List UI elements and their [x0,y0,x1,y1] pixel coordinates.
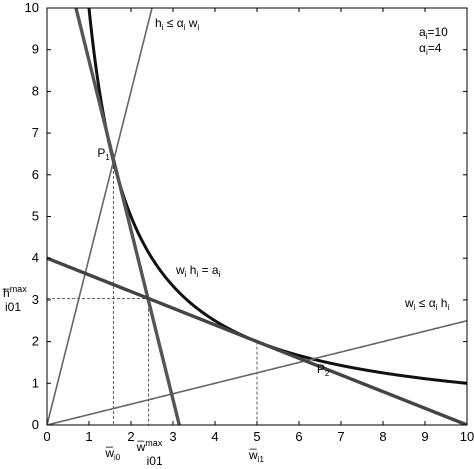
x-tick-label: 2 [127,429,134,444]
series-line-0 [87,8,467,385]
y-tick-label: 4 [32,250,39,265]
w-max-label: w̅max [136,438,163,454]
param-alpha-label: αi=4 [419,41,442,57]
y-tick-label: 9 [32,42,39,57]
x-tick-label: 3 [169,429,176,444]
series-line-3 [74,8,181,425]
series-line-2 [47,319,467,425]
x-tick-label: 9 [421,429,428,444]
y-tick-label: 6 [32,167,39,182]
h-max-label: h̅max [2,284,27,300]
x-tick-label: 5 [253,429,260,444]
y-tick-label: 8 [32,83,39,98]
upper-constraint-label: hi ≤ αi wi [155,16,199,32]
point-label-1: P2 [317,362,330,378]
series-line-4 [47,256,467,425]
x-tick-label: 0 [43,429,50,444]
x-tick-label: 4 [211,429,218,444]
y-tick-label: 5 [32,209,39,224]
x-tick-label: 6 [295,429,302,444]
x-tick-label: 8 [379,429,386,444]
x-tick-label: 10 [460,429,474,444]
w-i0-label: w̅i0 [104,446,120,462]
y-tick-label: 2 [32,334,39,349]
plot-area [47,8,467,425]
point-label-0: P1 [97,146,110,162]
x-tick-label: 7 [337,429,344,444]
y-tick-label: 7 [32,125,39,140]
y-tick-label: 10 [25,0,39,15]
curve-label: wi hi = ai [175,263,221,279]
y-tick-label: 0 [32,417,39,432]
x-tick-label: 1 [85,429,92,444]
series-line-1 [47,8,153,425]
y-tick-label: 1 [32,375,39,390]
param-a-label: ai=10 [419,25,448,41]
lower-constraint-label: wi ≤ αi hi [404,296,449,312]
y-tick-label: 3 [32,292,39,307]
h-max-sub-label: i01 [5,300,21,314]
w-i1-label: w̅i1 [248,448,264,464]
w-max-sub-label: i01 [147,454,163,468]
